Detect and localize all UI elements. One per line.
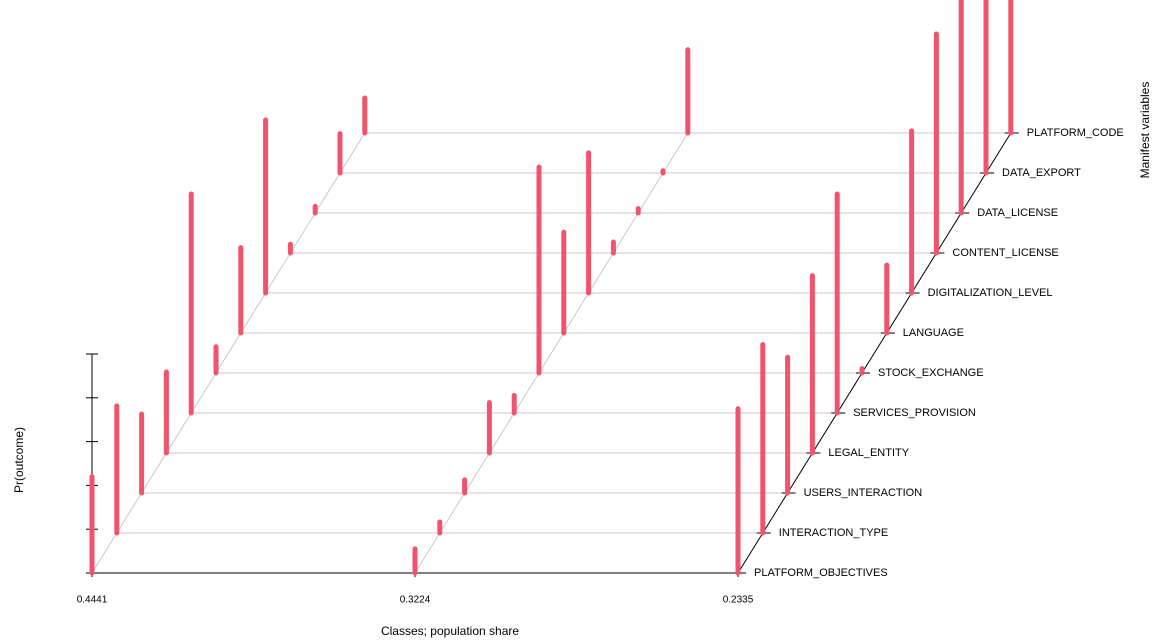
z-tick-label: LEGAL_ENTITY [828, 447, 909, 459]
z-tick-label: PLATFORM_OBJECTIVES [754, 567, 888, 579]
z-tick-label: STOCK_EXCHANGE [878, 367, 984, 379]
x-axis-label: Classes; population share [381, 624, 519, 638]
z-tick-label: CONTENT_LICENSE [952, 247, 1058, 259]
z-tick-label: INTERACTION_TYPE [779, 527, 888, 539]
z-tick-label: SERVICES_PROVISION [853, 407, 976, 419]
z-tick-label: DATA_LICENSE [977, 207, 1058, 219]
grid-line [414, 132, 689, 574]
z-tick-label: LANGUAGE [903, 327, 964, 339]
z-axis [737, 132, 1012, 574]
x-tick-label: 0.4441 [77, 595, 108, 606]
y-axis-label: Pr(outcome) [12, 427, 26, 493]
x-tick-label: 0.3224 [400, 595, 431, 606]
z-tick-label: USERS_INTERACTION [804, 487, 923, 499]
z-axis-label: Manifest variables [1138, 82, 1152, 179]
z-tick-label: PLATFORM_CODE [1027, 127, 1124, 139]
z-tick-label: DATA_EXPORT [1002, 167, 1081, 179]
x-tick-label: 0.2335 [723, 595, 754, 606]
z-tick-label: DIGITALIZATION_LEVEL [928, 287, 1053, 299]
grid-line [91, 132, 366, 574]
